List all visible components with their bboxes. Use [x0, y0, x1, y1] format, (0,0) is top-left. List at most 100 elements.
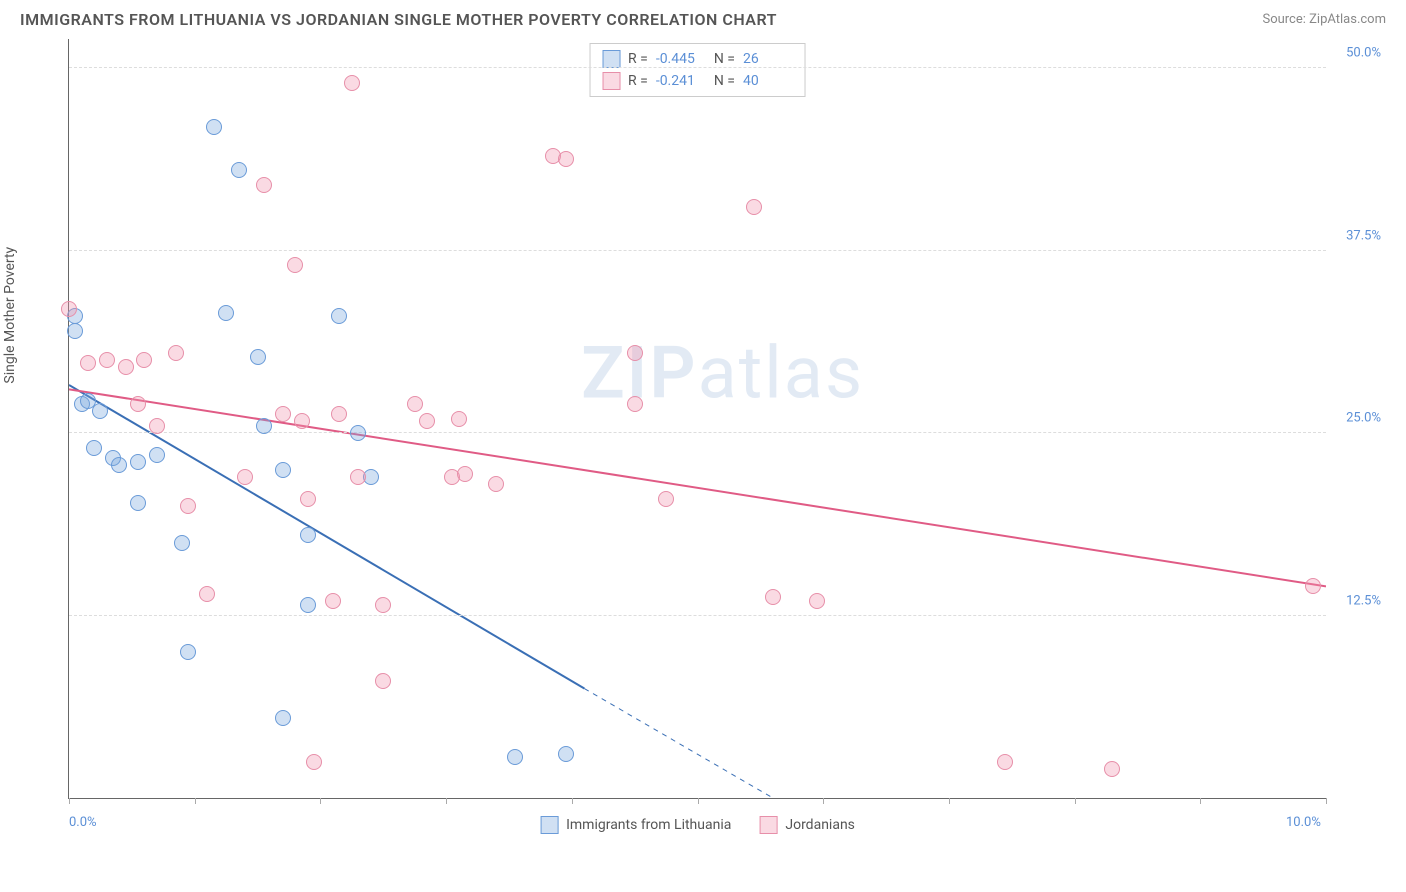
trend-line [69, 385, 584, 689]
data-point [287, 257, 303, 273]
data-point [627, 345, 643, 361]
data-point [558, 746, 574, 762]
gridline [69, 250, 1326, 251]
y-axis-label: Single Mother Poverty [2, 247, 18, 384]
x-tick-label: 10.0% [1286, 815, 1321, 830]
x-tick [698, 798, 699, 804]
data-point [180, 498, 196, 514]
data-point [331, 308, 347, 324]
data-point [86, 440, 102, 456]
data-point [168, 345, 184, 361]
data-point [558, 151, 574, 167]
data-point [306, 754, 322, 770]
data-point [136, 352, 152, 368]
data-point [419, 413, 435, 429]
data-point [256, 177, 272, 193]
data-point [375, 673, 391, 689]
data-point [206, 119, 222, 135]
stat-n-value: 26 [743, 51, 793, 67]
stat-n-value: 40 [743, 73, 793, 89]
gridline [69, 615, 1326, 616]
trend-line-dashed [584, 689, 773, 798]
x-tick-label: 0.0% [69, 815, 97, 830]
data-point [275, 462, 291, 478]
y-tick-label: 37.5% [1346, 228, 1381, 243]
source-label: Source: ZipAtlas.com [1262, 12, 1386, 27]
data-point [300, 527, 316, 543]
x-tick [572, 798, 573, 804]
trend-lines [69, 39, 1326, 798]
stat-r-value: -0.241 [656, 73, 706, 89]
data-point [218, 305, 234, 321]
x-tick [1326, 798, 1327, 804]
data-point [149, 447, 165, 463]
plot-area: ZIPatlas R =-0.445N =26R =-0.241N =40 Im… [68, 39, 1326, 799]
x-tick [446, 798, 447, 804]
data-point [67, 323, 83, 339]
legend-label: Jordanians [785, 817, 855, 833]
legend-swatch [602, 50, 620, 68]
x-tick [69, 798, 70, 804]
y-tick-label: 50.0% [1346, 46, 1381, 61]
watermark: ZIPatlas [581, 330, 864, 415]
chart-container: Single Mother Poverty ZIPatlas R =-0.445… [20, 39, 1386, 849]
data-point [627, 396, 643, 412]
data-point [130, 454, 146, 470]
stats-legend-box: R =-0.445N =26R =-0.241N =40 [589, 43, 806, 97]
stats-row: R =-0.241N =40 [602, 70, 793, 92]
data-point [275, 710, 291, 726]
data-point [809, 593, 825, 609]
data-point [111, 457, 127, 473]
data-point [174, 535, 190, 551]
legend-item: Jordanians [759, 816, 855, 834]
data-point [92, 403, 108, 419]
data-point [294, 413, 310, 429]
data-point [350, 425, 366, 441]
data-point [180, 644, 196, 660]
data-point [80, 355, 96, 371]
bottom-legend: Immigrants from Lithuania Jordanians [540, 816, 855, 834]
x-tick [1200, 798, 1201, 804]
data-point [199, 586, 215, 602]
x-tick [823, 798, 824, 804]
data-point [1305, 578, 1321, 594]
data-point [1104, 761, 1120, 777]
data-point [231, 162, 247, 178]
chart-title: IMMIGRANTS FROM LITHUANIA VS JORDANIAN S… [20, 10, 777, 29]
stat-r-value: -0.445 [656, 51, 706, 67]
y-tick-label: 25.0% [1346, 411, 1381, 426]
legend-swatch [602, 72, 620, 90]
data-point [344, 75, 360, 91]
data-point [300, 597, 316, 613]
gridline [69, 67, 1326, 68]
data-point [658, 491, 674, 507]
legend-swatch [759, 816, 777, 834]
x-tick [1075, 798, 1076, 804]
data-point [130, 396, 146, 412]
legend-swatch [540, 816, 558, 834]
data-point [746, 199, 762, 215]
y-tick-label: 12.5% [1346, 593, 1381, 608]
gridline [69, 432, 1326, 433]
watermark-rest: atlas [698, 330, 865, 415]
data-point [331, 406, 347, 422]
data-point [250, 349, 266, 365]
stat-r-label: R = [628, 73, 648, 89]
data-point [457, 466, 473, 482]
data-point [375, 597, 391, 613]
stat-n-label: N = [714, 51, 735, 67]
data-point [765, 589, 781, 605]
data-point [325, 593, 341, 609]
x-tick [320, 798, 321, 804]
x-tick [949, 798, 950, 804]
data-point [507, 749, 523, 765]
data-point [407, 396, 423, 412]
data-point [118, 359, 134, 375]
data-point [350, 469, 366, 485]
legend-item: Immigrants from Lithuania [540, 816, 731, 834]
data-point [275, 406, 291, 422]
data-point [99, 352, 115, 368]
data-point [61, 301, 77, 317]
data-point [237, 469, 253, 485]
data-point [300, 491, 316, 507]
